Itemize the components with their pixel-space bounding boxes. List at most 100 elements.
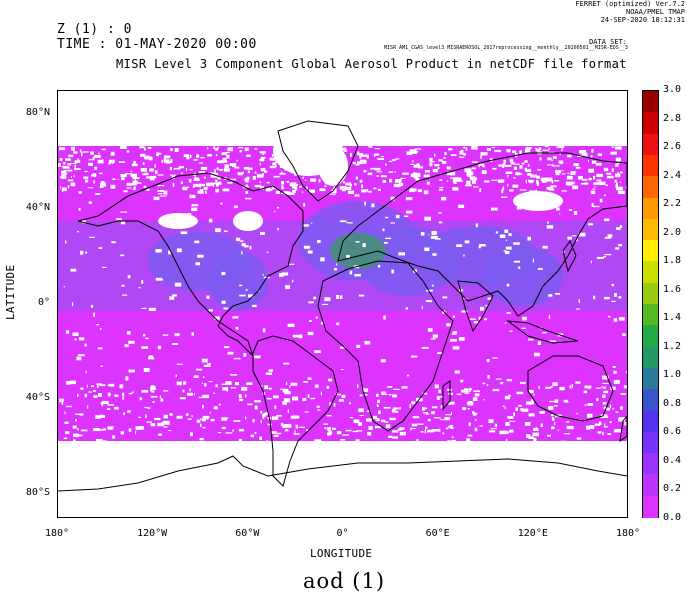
missing-data-speckle — [226, 154, 230, 159]
missing-data-speckle — [259, 181, 262, 183]
missing-data-speckle — [158, 193, 163, 195]
missing-data-speckle — [388, 393, 392, 396]
missing-data-speckle — [366, 410, 371, 413]
missing-data-speckle — [265, 187, 271, 192]
missing-data-speckle — [462, 152, 466, 155]
dataset-file: MISR_AM1_CGAS_level3_MISRAEROSOL_2017rep… — [384, 45, 628, 51]
missing-data-speckle — [144, 155, 151, 160]
missing-data-speckle — [182, 389, 185, 393]
missing-data-speckle — [606, 175, 614, 179]
missing-data-speckle — [170, 174, 176, 176]
missing-data-speckle — [488, 419, 494, 424]
y-axis-label: LATITUDE — [4, 264, 17, 320]
missing-data-speckle — [216, 167, 219, 170]
missing-data-speckle — [620, 171, 623, 174]
aod-high-region — [483, 246, 563, 306]
missing-data-speckle — [146, 176, 152, 179]
missing-data-speckle — [183, 154, 190, 158]
software-line-3: 24-SEP-2020 18:12:31 — [600, 16, 685, 24]
missing-data-speckle — [446, 173, 449, 176]
missing-data-speckle — [609, 421, 612, 424]
missing-data-speckle — [534, 352, 540, 357]
missing-data-speckle — [203, 364, 211, 367]
missing-data-speckle — [266, 251, 269, 253]
missing-data-speckle — [268, 189, 273, 191]
missing-data-speckle — [368, 146, 373, 148]
missing-data-speckle — [447, 426, 451, 428]
missing-data-speckle — [138, 416, 141, 418]
colorbar-label: 2.4 — [663, 169, 682, 181]
missing-data-speckle — [490, 428, 497, 430]
missing-data-speckle — [128, 428, 132, 432]
missing-data-speckle — [623, 385, 627, 389]
missing-data-speckle — [602, 402, 607, 405]
missing-data-speckle — [412, 160, 414, 163]
missing-data-speckle — [122, 392, 125, 397]
missing-data-speckle — [208, 172, 215, 174]
missing-data-speckle — [287, 263, 295, 265]
missing-data-speckle — [141, 346, 149, 349]
missing-data-speckle — [596, 398, 599, 402]
missing-data-speckle — [563, 433, 571, 435]
missing-data-speckle — [259, 158, 265, 162]
missing-data-speckle — [149, 168, 154, 172]
colorbar-cell — [643, 218, 658, 241]
missing-data-speckle — [74, 165, 77, 169]
missing-data-speckle — [334, 393, 341, 396]
missing-data-speckle — [570, 181, 575, 185]
missing-data-speckle — [429, 157, 433, 162]
missing-data-speckle — [519, 189, 527, 191]
missing-data-speckle — [583, 390, 588, 394]
missing-data-speckle — [239, 398, 243, 402]
missing-data-speckle — [298, 426, 305, 428]
missing-data-speckle — [355, 241, 360, 243]
missing-data-speckle — [381, 391, 386, 395]
missing-data-speckle — [63, 162, 66, 165]
missing-data-speckle — [226, 389, 228, 392]
missing-data-speckle — [442, 296, 448, 299]
missing-data-speckle — [324, 297, 331, 302]
missing-data-speckle — [60, 176, 67, 179]
missing-data-speckle — [265, 372, 272, 375]
missing-data-speckle — [525, 147, 532, 149]
missing-data-speckle — [352, 430, 358, 433]
missing-data-speckle — [227, 147, 233, 152]
missing-data-speckle — [68, 154, 74, 158]
missing-data-speckle — [276, 414, 282, 417]
missing-data-speckle — [328, 431, 333, 435]
missing-data-speckle — [426, 181, 430, 185]
missing-data-speckle — [492, 357, 498, 359]
missing-data-speckle — [587, 387, 591, 389]
missing-data-speckle — [323, 423, 328, 425]
missing-data-speckle — [202, 404, 204, 409]
missing-data-speckle — [343, 147, 346, 149]
missing-data-speckle — [58, 163, 61, 167]
missing-data-speckle — [593, 175, 596, 180]
missing-data-speckle — [555, 172, 560, 176]
colorbar-cell — [643, 389, 658, 412]
missing-data-speckle — [526, 401, 531, 405]
missing-data-speckle — [271, 185, 274, 190]
variable-caption: aod (1) — [303, 569, 386, 593]
missing-data-speckle — [243, 245, 249, 248]
missing-data-speckle — [142, 173, 149, 176]
missing-data-speckle — [450, 427, 454, 429]
missing-data-speckle — [566, 425, 574, 430]
missing-data-speckle — [509, 158, 514, 163]
missing-data-speckle — [467, 408, 470, 410]
y-tick-label: 80°N — [25, 106, 50, 118]
coastline-new-zealand — [619, 415, 627, 443]
missing-data-speckle — [479, 163, 485, 166]
missing-data-speckle — [456, 180, 463, 182]
missing-data-speckle — [132, 177, 140, 180]
missing-data-speckle — [217, 160, 225, 164]
missing-data-speckle — [100, 181, 105, 184]
missing-data-speckle — [547, 164, 552, 166]
missing-data-speckle — [253, 355, 261, 359]
missing-data-speckle — [336, 295, 340, 299]
missing-data-speckle — [373, 154, 376, 157]
missing-data-speckle — [541, 180, 547, 183]
missing-data-speckle — [602, 394, 606, 398]
missing-data-speckle — [224, 230, 228, 232]
missing-data-speckle — [499, 430, 507, 435]
